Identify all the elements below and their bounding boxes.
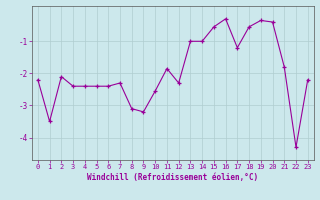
X-axis label: Windchill (Refroidissement éolien,°C): Windchill (Refroidissement éolien,°C) bbox=[87, 173, 258, 182]
